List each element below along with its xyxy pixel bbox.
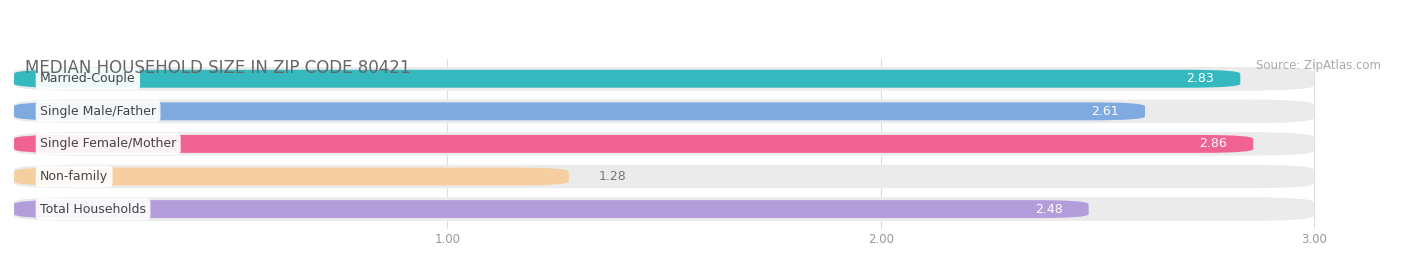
FancyBboxPatch shape [14,100,1315,123]
FancyBboxPatch shape [14,168,568,185]
Text: 2.61: 2.61 [1091,105,1119,118]
FancyBboxPatch shape [14,67,1315,90]
Text: Total Households: Total Households [39,203,146,215]
FancyBboxPatch shape [14,135,1253,153]
Text: Non-family: Non-family [39,170,108,183]
Text: Source: ZipAtlas.com: Source: ZipAtlas.com [1256,59,1381,72]
Text: 2.86: 2.86 [1199,137,1227,150]
FancyBboxPatch shape [14,132,1315,156]
FancyBboxPatch shape [14,70,1240,88]
Text: 1.28: 1.28 [599,170,627,183]
FancyBboxPatch shape [14,200,1088,218]
FancyBboxPatch shape [14,102,1144,120]
Text: Single Male/Father: Single Male/Father [39,105,156,118]
Text: Married-Couple: Married-Couple [39,72,136,85]
Text: Single Female/Mother: Single Female/Mother [39,137,176,150]
Text: MEDIAN HOUSEHOLD SIZE IN ZIP CODE 80421: MEDIAN HOUSEHOLD SIZE IN ZIP CODE 80421 [25,59,411,77]
Text: 2.83: 2.83 [1187,72,1215,85]
FancyBboxPatch shape [14,197,1315,221]
Text: 2.48: 2.48 [1035,203,1063,215]
FancyBboxPatch shape [14,165,1315,188]
